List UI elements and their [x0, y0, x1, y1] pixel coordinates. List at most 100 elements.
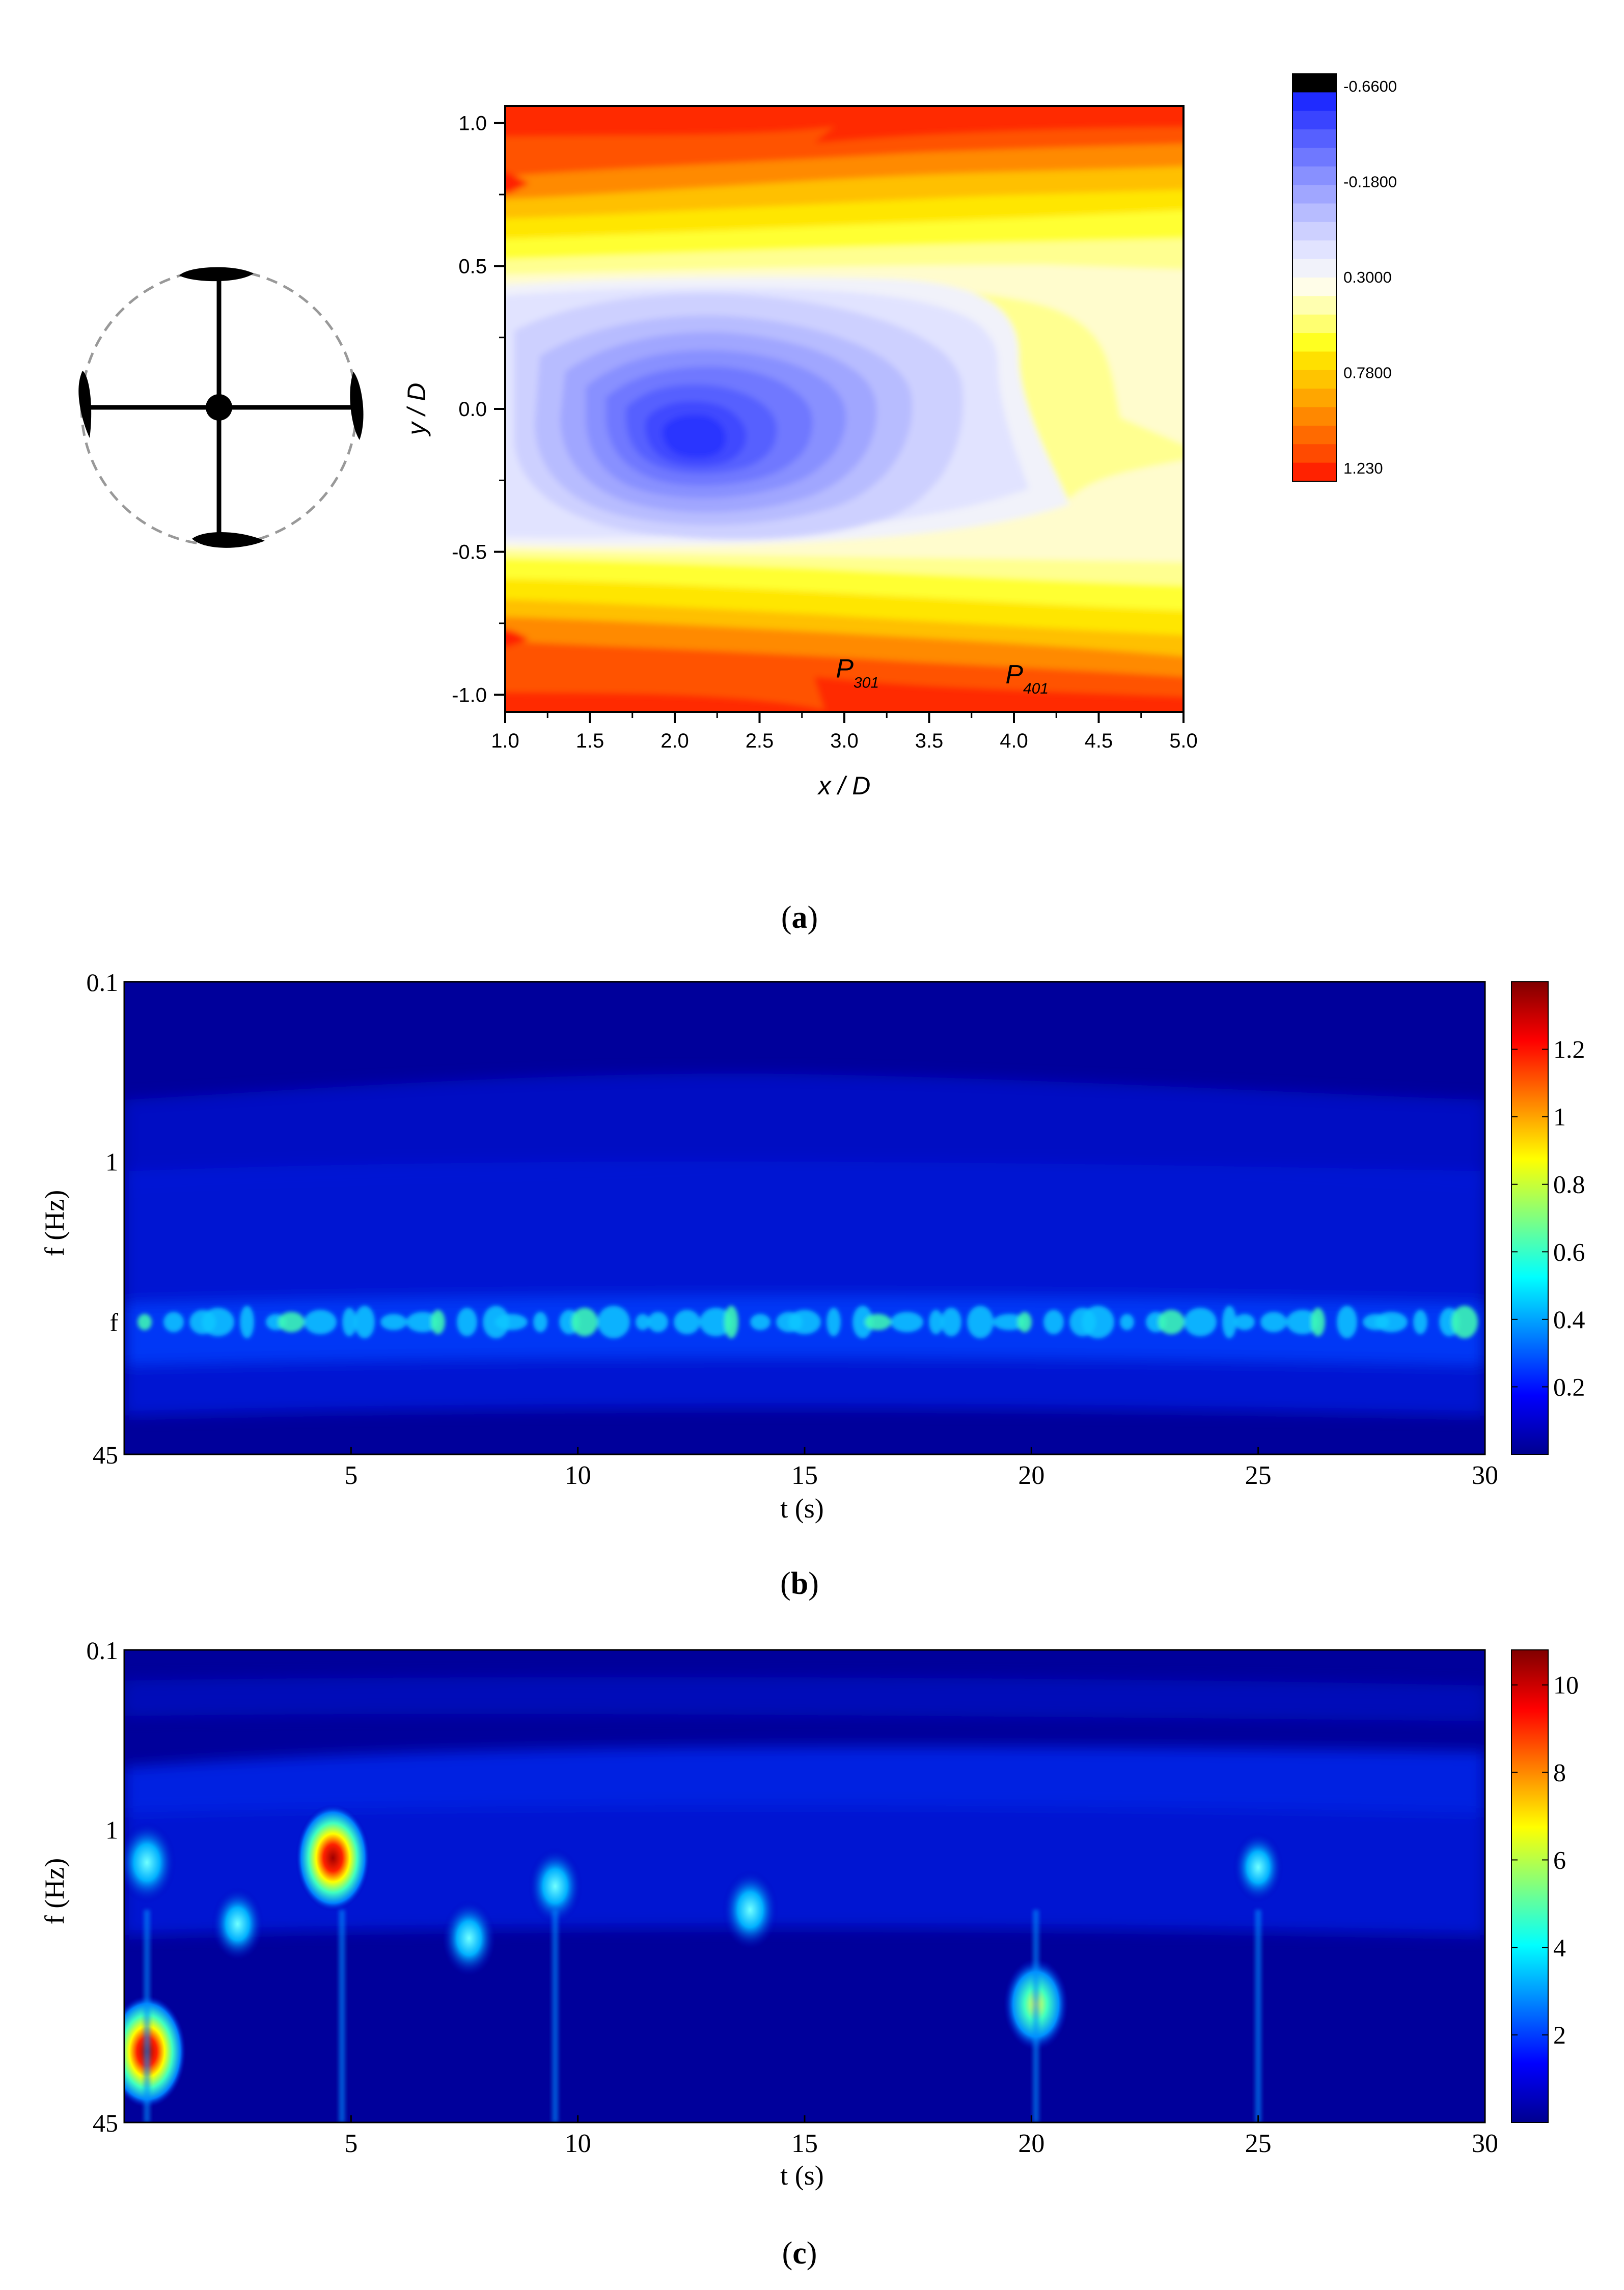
- x-tick-label-a: 3.5: [915, 730, 944, 752]
- frequency-band-blob: [571, 1308, 598, 1337]
- y-tick-label-panel_c: 45: [93, 2109, 118, 2137]
- caption-b: (b): [780, 1566, 819, 1601]
- y-tick-label-panel_c: 0.1: [87, 1636, 119, 1665]
- frequency-band-blob: [342, 1308, 356, 1337]
- x-tick-label-panel_c: 20: [1018, 2129, 1044, 2158]
- colorbar-a-swatch: [1292, 240, 1336, 260]
- colorbar-label-panel_b: 0.8: [1553, 1170, 1585, 1199]
- x-tick-label-a: 3.0: [830, 730, 859, 752]
- colorbar-label-panel_b: 1.2: [1553, 1035, 1585, 1064]
- colorbar-a: [1292, 73, 1337, 482]
- panel-b: 5 10 15 20 25 30 0.1 1 f 45 t (s) f (Hz) 1.2 1 0.8 0…: [39, 968, 1585, 1601]
- spectrum-hotspot: [295, 1804, 371, 1912]
- y-tick-label-panel_c: 1: [105, 1816, 118, 1844]
- frequency-band-blob: [278, 1312, 305, 1333]
- colorbar-a-swatch: [1292, 129, 1336, 149]
- x-tick-label-a: 2.5: [746, 730, 774, 752]
- colorbar-a-swatch: [1292, 462, 1336, 482]
- x-axis-label-a: x / D: [817, 771, 871, 800]
- x-tick-label-a: 1.5: [576, 730, 604, 752]
- frequency-band-blob: [431, 1310, 445, 1335]
- x-tick-label-a: 5.0: [1169, 730, 1198, 752]
- frequency-band-blob: [788, 1310, 821, 1335]
- y-tick-label-panel_b: 1: [105, 1148, 118, 1176]
- frequency-band-blob: [1017, 1312, 1032, 1333]
- colorbar-panel_c: [1511, 1649, 1549, 2123]
- frequency-band-blob: [636, 1314, 650, 1331]
- frequency-band-blob: [1082, 1306, 1114, 1339]
- frequency-band-blob: [457, 1308, 477, 1337]
- spectrum-hotspot: [211, 1887, 264, 1961]
- spectrum-hotspot: [1233, 1832, 1283, 1902]
- y-axis-label-a: y / D: [402, 383, 431, 437]
- vertical-streak: [1033, 1910, 1039, 2122]
- panel-a: P301 P401 1.0 1.5 2.0 2.5 3.0 3.5 4.0 4.5 5.0 1.0 0…: [78, 73, 1397, 935]
- panel-c: 5 10 15 20 25 30 0.1 1 45 t (s) f (Hz) 10 8 6 4 2 (c…: [39, 1636, 1579, 2271]
- frequency-band-blob: [1337, 1306, 1357, 1339]
- colorbar-a-label: 0.7800: [1343, 364, 1392, 382]
- x-tick-label-panel_c: 15: [791, 2129, 818, 2158]
- colorbar-label-panel_c: 2: [1553, 2021, 1566, 2049]
- frequency-band-blob: [380, 1314, 407, 1331]
- frequency-band-blob: [648, 1312, 668, 1333]
- colorbar-label-panel_b: 1: [1553, 1102, 1566, 1131]
- vertical-axis-rotor-icon: [78, 267, 364, 548]
- frequency-band-blob: [750, 1314, 770, 1331]
- spectrum-hotspot: [442, 1900, 496, 1976]
- x-axis-label-c: t (s): [780, 2160, 823, 2191]
- colorbar-a-label: -0.1800: [1343, 173, 1397, 191]
- colorbar-a-swatch: [1292, 259, 1336, 278]
- colorbar-a-swatch: [1292, 111, 1336, 130]
- colorbar-a-swatch: [1292, 296, 1336, 315]
- frequency-band-blob: [240, 1306, 254, 1339]
- colorbar-a-swatch: [1292, 407, 1336, 426]
- scalogram-b: [124, 982, 1485, 1454]
- colorbar-a-swatch: [1292, 444, 1336, 463]
- frequency-band-blob: [1234, 1314, 1255, 1331]
- colorbar-a-swatch: [1292, 148, 1336, 167]
- x-tick-label-panel_b: 15: [791, 1461, 818, 1490]
- x-tick-label-panel_b: 10: [565, 1461, 591, 1490]
- frequency-band-blob: [1158, 1310, 1185, 1335]
- y-tick-label-a: -0.5: [452, 541, 487, 564]
- x-tick-label-panel_c: 30: [1472, 2129, 1498, 2158]
- x-tick-label-a: 4.5: [1085, 730, 1113, 752]
- y-tick-label-a: 0.5: [458, 255, 487, 278]
- y-axis-label-b: f (Hz): [39, 1190, 70, 1256]
- vertical-streak: [1255, 1910, 1261, 2122]
- x-tick-label-panel_c: 5: [344, 2129, 357, 2158]
- colorbar-label-panel_b: 0.6: [1553, 1237, 1585, 1266]
- vertical-streak: [144, 1910, 150, 2122]
- frequency-band-blob: [967, 1306, 994, 1339]
- spectrum-hotspot: [124, 1822, 176, 1903]
- colorbar-panel_b: [1511, 981, 1549, 1455]
- scalogram-c: [124, 1650, 1485, 2122]
- frequency-band-blob: [1311, 1308, 1325, 1337]
- colorbar-a-swatch: [1292, 278, 1336, 297]
- x-tick-label-a: 4.0: [1000, 730, 1028, 752]
- colorbar-a-swatch: [1292, 222, 1336, 241]
- contour-field: [505, 106, 1183, 712]
- x-tick-label-panel_b: 20: [1018, 1461, 1044, 1490]
- vertical-streak: [339, 1910, 345, 2122]
- point-annotation: P301: [836, 654, 879, 692]
- colorbar-a-swatch: [1292, 370, 1336, 390]
- x-tick-label-panel_c: 25: [1245, 2129, 1272, 2158]
- colorbar-label-panel_c: 10: [1553, 1671, 1579, 1699]
- point-annotation: P401: [1005, 660, 1049, 697]
- y-tick-label-panel_b: 45: [93, 1441, 118, 1469]
- frequency-band-blob: [1222, 1306, 1236, 1339]
- frequency-band-blob: [1375, 1312, 1408, 1333]
- frequency-band-blob: [1451, 1306, 1478, 1339]
- x-tick-label-panel_b: 5: [344, 1461, 357, 1490]
- y-axis-label-c: f (Hz): [39, 1858, 70, 1924]
- colorbar-a-swatch: [1292, 389, 1336, 408]
- colorbar-a-label: 0.3000: [1343, 268, 1392, 286]
- colorbar-a-swatch: [1292, 351, 1336, 371]
- frequency-band-blob: [1043, 1310, 1064, 1335]
- frequency-band-blob: [865, 1314, 891, 1331]
- frequency-band-blob: [1286, 1310, 1319, 1335]
- spectrum-hotspot: [722, 1870, 778, 1949]
- frequency-band-blob: [674, 1310, 700, 1335]
